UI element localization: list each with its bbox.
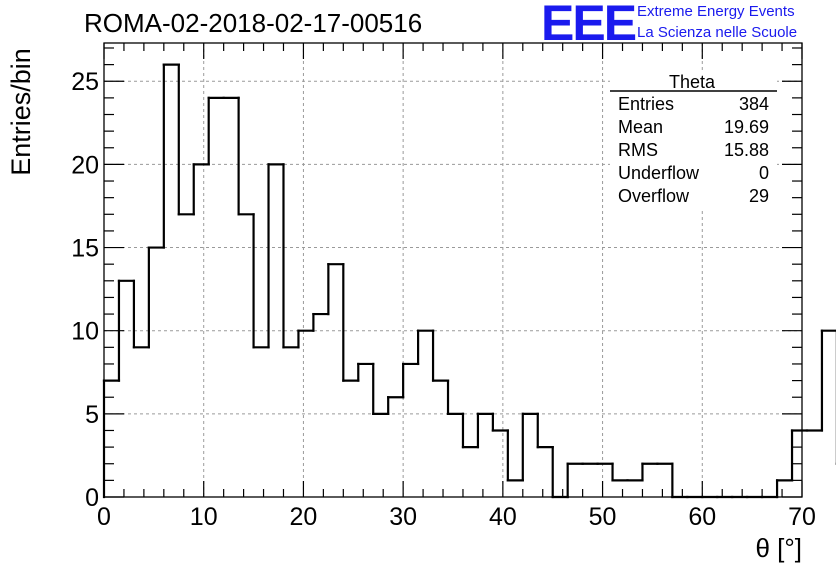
axes: 0 10 20 30 40 50 60 70 0 5 10 15 20 25 bbox=[71, 42, 816, 531]
y-tick-label: 5 bbox=[85, 401, 99, 429]
stats-label: RMS bbox=[618, 140, 658, 160]
stats-value: 15.88 bbox=[724, 140, 769, 160]
eee-logo: EEE Extreme Energy Events La Scienza nel… bbox=[541, 0, 831, 51]
stats-value: 384 bbox=[739, 94, 769, 114]
x-tick-label: 10 bbox=[190, 503, 218, 531]
x-tick-label: 50 bbox=[589, 503, 617, 531]
y-tick-label: 25 bbox=[71, 68, 99, 96]
y-tick-label: 15 bbox=[71, 235, 99, 263]
x-tick-label: 30 bbox=[389, 503, 417, 531]
stats-value: 19.69 bbox=[724, 117, 769, 137]
x-tick-label: 70 bbox=[788, 503, 816, 531]
x-tick-label: 20 bbox=[290, 503, 318, 531]
plot-frame bbox=[103, 42, 803, 498]
stats-label: Entries bbox=[618, 94, 674, 114]
logo-subtitle-2: La Scienza nelle Scuole bbox=[637, 24, 798, 41]
stats-label: Mean bbox=[618, 117, 663, 137]
y-axis-label: Entries/bin bbox=[6, 48, 36, 176]
logo-subtitle-1: Extreme Energy Events bbox=[637, 3, 795, 20]
stats-value: 29 bbox=[749, 186, 769, 206]
y-tick-label: 10 bbox=[71, 318, 99, 346]
x-tick-label: 60 bbox=[688, 503, 716, 531]
y-tick-label: 0 bbox=[85, 484, 99, 512]
x-axis-label: θ [°] bbox=[755, 533, 802, 563]
stats-label: Underflow bbox=[618, 163, 700, 183]
stats-value: 0 bbox=[759, 163, 769, 183]
y-tick-label: 20 bbox=[71, 151, 99, 179]
histogram-series bbox=[102, 63, 836, 499]
stats-box-background bbox=[610, 72, 777, 210]
stats-label: Overflow bbox=[618, 186, 690, 206]
x-tick-label: 40 bbox=[489, 503, 517, 531]
stats-title: Theta bbox=[669, 72, 716, 92]
page-title: ROMA-02-2018-02-17-00516 bbox=[84, 8, 423, 38]
x-tick-label: 0 bbox=[97, 503, 111, 531]
